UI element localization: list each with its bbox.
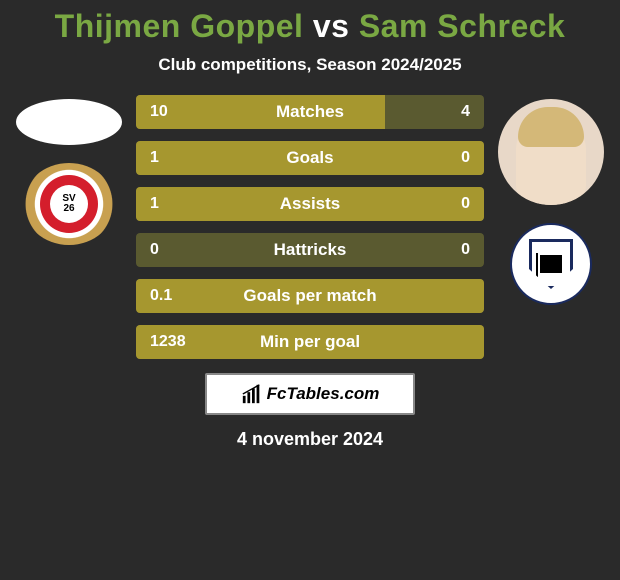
player2-avatar [498, 99, 604, 205]
stats-table: 104Matches10Goals10Assists00Hattricks0.1… [136, 95, 484, 359]
source-badge: FcTables.com [205, 373, 415, 415]
stat-row: 0.1 Goals per match [136, 279, 484, 313]
player2-club-badge [505, 223, 597, 305]
badge-right-circle [510, 223, 592, 305]
player2-name: Sam Schreck [359, 8, 566, 44]
hair [518, 107, 584, 147]
stat-value-left: 1238 [150, 333, 186, 351]
player1-name: Thijmen Goppel [55, 8, 304, 44]
stat-row: 1 0 Assists [136, 187, 484, 221]
stat-row: 0 0 Hattricks [136, 233, 484, 267]
vs-text: vs [313, 8, 350, 44]
badge-core: SV 26 [50, 185, 88, 223]
page-title: Thijmen Goppel vs Sam Schreck [0, 8, 620, 45]
stat-value-right: 0 [461, 195, 470, 213]
stat-value-left: 10 [150, 103, 168, 121]
comparison-card: Thijmen Goppel vs Sam Schreck Club compe… [0, 0, 620, 450]
stat-value-right: 0 [461, 149, 470, 167]
stat-label: Matches [276, 102, 344, 122]
stat-row: 10 4 Matches [136, 95, 484, 129]
badge-inner: SV 26 [40, 175, 98, 233]
stat-label: Goals [286, 148, 333, 168]
subtitle: Club competitions, Season 2024/2025 [0, 55, 620, 75]
stat-label: Min per goal [260, 332, 360, 352]
stat-value-left: 1 [150, 195, 159, 213]
date-text: 4 november 2024 [0, 429, 620, 450]
source-label: FcTables.com [267, 384, 380, 404]
player1-club-badge: SV 26 [23, 163, 115, 245]
chart-icon [241, 383, 263, 405]
stat-value-left: 0.1 [150, 287, 172, 305]
left-side: SV 26 [14, 95, 124, 245]
stat-value-right: 4 [461, 103, 470, 121]
stat-value-left: 0 [150, 241, 159, 259]
stat-bar-fill [136, 95, 385, 129]
right-side [496, 95, 606, 305]
shield-icon [529, 239, 573, 289]
face [516, 115, 586, 205]
stat-row: 1238 Min per goal [136, 325, 484, 359]
content-row: SV 26 104Matches10Goals10Assists00Hattri… [0, 95, 620, 359]
stat-label: Hattricks [274, 240, 347, 260]
stat-value-left: 1 [150, 149, 159, 167]
player1-avatar [16, 99, 122, 145]
stat-row: 1 0 Goals [136, 141, 484, 175]
flag-icon [540, 255, 562, 273]
stat-label: Goals per match [243, 286, 376, 306]
stat-value-right: 0 [461, 241, 470, 259]
badge-text-bottom: 26 [63, 204, 74, 214]
stat-label: Assists [280, 194, 340, 214]
